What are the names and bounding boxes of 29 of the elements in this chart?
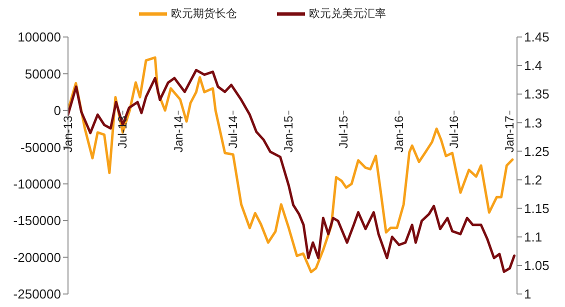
x-tick-label: Jan-16 <box>392 115 406 152</box>
y-tick-label: 100000 <box>18 30 61 45</box>
y-tick-label: -200000 <box>13 250 61 265</box>
x-tick-label: Jan-15 <box>282 115 296 152</box>
x-tick-label: Jul-14 <box>226 115 240 148</box>
y-tick-label: -250000 <box>13 286 61 302</box>
y2-tick-label: 1 <box>524 286 532 302</box>
y2-tick-label: 1.05 <box>524 258 550 274</box>
x-tick-label: Jan-17 <box>502 115 517 152</box>
x-tick-label: Jan-13 <box>61 115 75 152</box>
x-tick-label: Jul-13 <box>116 115 130 148</box>
x-tick-label: Jul-15 <box>336 115 350 148</box>
y2-tick-label: 1.1 <box>524 230 542 245</box>
legend-label: 欧元兑美元汇率 <box>309 8 386 20</box>
y2-tick-label: 1.2 <box>524 172 542 188</box>
x-tick-label: Jul-16 <box>447 115 462 148</box>
y-tick-label: -100000 <box>13 176 61 192</box>
x-tick-label: Jan-14 <box>171 115 186 152</box>
y-tick-label: -50000 <box>20 140 61 155</box>
y-tick-label: 0 <box>54 103 61 118</box>
y2-tick-label: 1.3 <box>524 115 542 130</box>
y2-tick-label: 1.45 <box>524 30 550 45</box>
y2-tick-label: 1.15 <box>524 200 550 216</box>
y2-tick-label: 1.25 <box>524 144 550 159</box>
y-tick-label: 50000 <box>24 66 61 82</box>
legend-label: 欧元期货长仓 <box>171 8 237 20</box>
y2-tick-label: 1.4 <box>524 58 542 74</box>
y2-tick-label: 1.35 <box>524 86 550 102</box>
y-tick-label: -150000 <box>13 213 61 228</box>
